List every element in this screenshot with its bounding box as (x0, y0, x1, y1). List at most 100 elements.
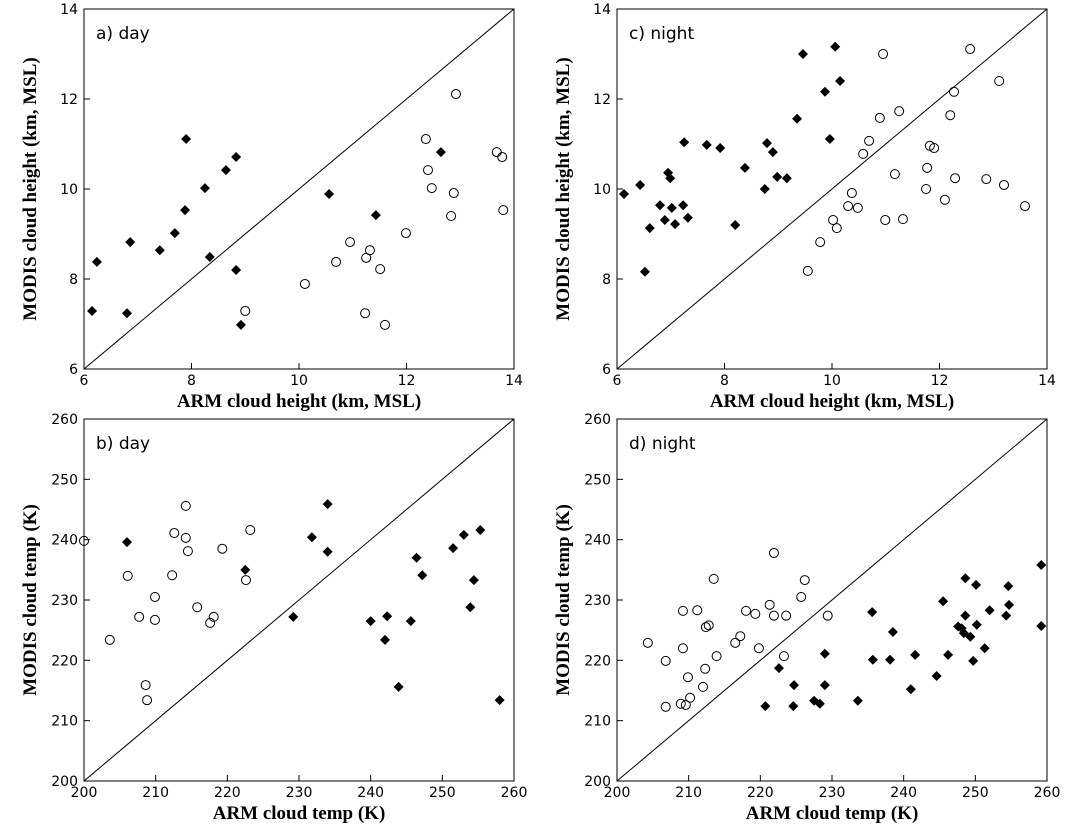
diamond-point (655, 200, 665, 211)
diamond-point (979, 643, 990, 654)
y-tick-label: 240 (51, 533, 78, 549)
circle-point (897, 214, 908, 225)
y-tick-label: 210 (51, 714, 78, 730)
circle-point (240, 575, 251, 586)
circle-point (730, 637, 741, 648)
x-tick-label: 240 (890, 785, 917, 801)
circle-point (448, 188, 459, 199)
panel-annotation: a) day (96, 24, 150, 44)
diamond-point (411, 552, 422, 563)
circle-point (1019, 201, 1030, 212)
y-tick-label: 10 (593, 182, 611, 198)
circle-point (498, 205, 509, 216)
circle-point (245, 525, 256, 536)
y-tick-label: 6 (602, 362, 611, 378)
diamond-point (435, 147, 446, 158)
circle-point (965, 44, 976, 55)
diamond-point (931, 671, 942, 682)
x-tick-label: 220 (214, 785, 241, 801)
diamond-point (760, 701, 771, 712)
diamond-point (204, 251, 215, 262)
diamond-point (759, 184, 770, 194)
diamond-point (824, 134, 835, 145)
circle-point (735, 631, 746, 642)
circle-point (677, 605, 688, 616)
x-tick-label: 12 (398, 373, 416, 389)
circle-point (331, 256, 342, 267)
diamond-point (618, 188, 629, 199)
diamond-point (814, 698, 825, 709)
y-axis-label: MODIS cloud height (km, MSL) (553, 57, 574, 320)
diamond-point (635, 179, 646, 190)
x-tick-label: 6 (613, 373, 622, 389)
diamond-point (767, 147, 778, 158)
circle-point (149, 591, 160, 602)
diamond-point (761, 138, 772, 149)
circle-point (999, 179, 1009, 190)
circle-point (822, 610, 833, 621)
x-tick-label: 8 (720, 373, 729, 389)
diamond-point (682, 212, 693, 223)
diamond-point (819, 680, 830, 691)
circle-point (167, 570, 178, 581)
circle-point (360, 308, 371, 319)
y-tick-label: 6 (69, 362, 78, 378)
circle-point (680, 699, 691, 710)
diamond-point (324, 188, 335, 199)
circle-point (660, 655, 671, 666)
diamond-point (701, 139, 712, 150)
circle-point (450, 89, 461, 100)
diamond-point (665, 173, 676, 184)
y-tick-label: 250 (51, 472, 78, 488)
diamond-point (885, 654, 896, 665)
x-tick-label: 10 (823, 373, 841, 389)
one-to-one-line (83, 418, 515, 782)
x-tick-label: 230 (819, 785, 846, 801)
diamond-point (659, 215, 670, 226)
circle-point (420, 134, 431, 145)
circle-point (843, 201, 854, 212)
circle-point (864, 135, 875, 146)
circle-point (874, 112, 885, 123)
circle-point (921, 184, 932, 194)
diamond-point (984, 605, 995, 616)
circle-point (858, 148, 869, 159)
y-tick-label: 250 (584, 472, 611, 488)
circle-point (299, 278, 310, 289)
circle-point (878, 49, 889, 59)
circle-point (79, 535, 89, 546)
circle-point (708, 573, 719, 584)
y-axis-label: MODIS cloud temp (K) (553, 504, 574, 696)
x-tick-label: 10 (290, 373, 308, 389)
x-tick-label: 6 (80, 373, 89, 389)
circle-point (217, 543, 228, 554)
diamond-point (819, 648, 830, 659)
y-tick-label: 220 (51, 653, 78, 669)
diamond-point (1003, 581, 1014, 592)
x-tick-label: 240 (357, 785, 384, 801)
diamond-point (417, 570, 428, 581)
circle-point (945, 110, 956, 121)
circle-point (700, 622, 711, 633)
y-tick-label: 14 (60, 2, 78, 18)
y-tick-label: 220 (584, 653, 611, 669)
circle-point (796, 591, 807, 602)
circle-point (799, 575, 810, 586)
circle-point (852, 202, 863, 213)
y-tick-label: 260 (51, 412, 78, 428)
diamond-point (772, 171, 783, 182)
circle-point (753, 643, 764, 654)
diamond-point (458, 529, 469, 540)
circle-point (192, 602, 203, 613)
circle-point (375, 264, 386, 275)
circle-point (711, 651, 722, 662)
diamond-point (322, 499, 333, 510)
circle-point (400, 228, 411, 239)
y-tick-label: 8 (69, 272, 78, 288)
x-tick-label: 250 (429, 785, 456, 801)
diamond-point (1004, 599, 1015, 610)
diamond-point (960, 573, 971, 584)
circle-point (939, 194, 950, 205)
x-tick-label: 14 (505, 373, 523, 389)
circle-point (949, 86, 960, 97)
